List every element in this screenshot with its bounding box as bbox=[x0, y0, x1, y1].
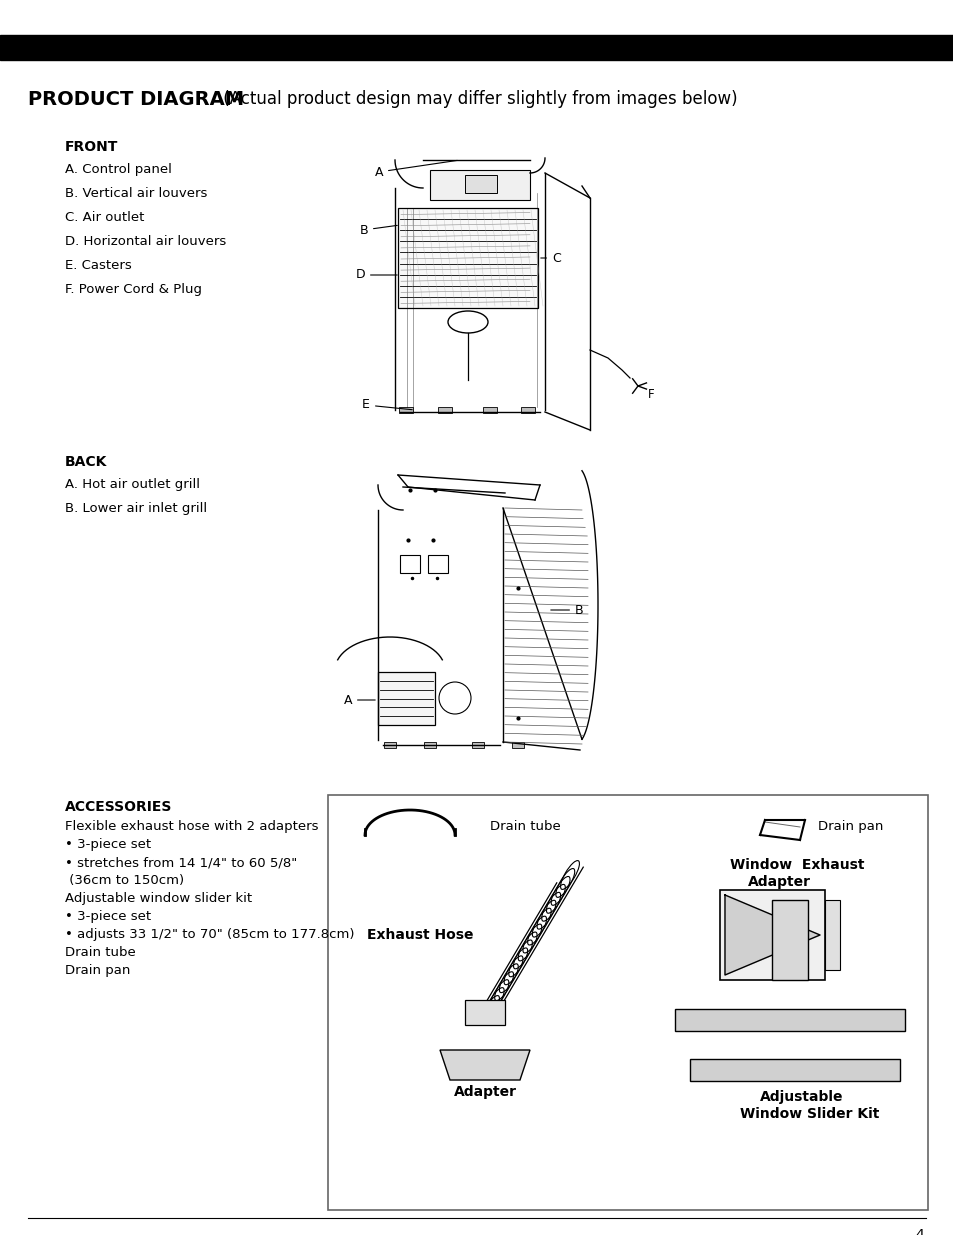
Text: C: C bbox=[540, 252, 560, 264]
Bar bbox=[399, 555, 419, 573]
Text: • 3-piece set: • 3-piece set bbox=[65, 910, 151, 923]
Bar bbox=[328, 795, 927, 1210]
Text: B. Lower air inlet grill: B. Lower air inlet grill bbox=[65, 501, 207, 515]
Text: 4: 4 bbox=[914, 1228, 923, 1235]
Bar bbox=[771, 900, 807, 981]
Text: E: E bbox=[362, 399, 412, 411]
Polygon shape bbox=[439, 1050, 530, 1079]
Text: Drain tube: Drain tube bbox=[490, 820, 560, 832]
Bar bbox=[397, 207, 537, 308]
Bar bbox=[520, 408, 535, 412]
Bar bbox=[464, 175, 497, 193]
Text: D. Horizontal air louvers: D. Horizontal air louvers bbox=[65, 235, 226, 248]
Text: BACK: BACK bbox=[65, 454, 108, 469]
Text: B: B bbox=[550, 604, 583, 616]
Bar bbox=[824, 900, 840, 969]
Text: Adjustable: Adjustable bbox=[760, 1091, 842, 1104]
Bar bbox=[377, 672, 435, 725]
Bar bbox=[689, 1058, 899, 1081]
Text: E. Casters: E. Casters bbox=[65, 259, 132, 272]
Bar bbox=[428, 555, 448, 573]
Text: ACCESSORIES: ACCESSORIES bbox=[65, 800, 172, 814]
Text: • stretches from 14 1/4" to 60 5/8": • stretches from 14 1/4" to 60 5/8" bbox=[65, 856, 297, 869]
Text: Drain pan: Drain pan bbox=[65, 965, 131, 977]
Text: Adapter: Adapter bbox=[453, 1086, 516, 1099]
Text: FRONT: FRONT bbox=[65, 140, 118, 154]
Text: F: F bbox=[647, 389, 654, 401]
Bar bbox=[464, 1000, 504, 1025]
Bar bbox=[720, 890, 824, 981]
Polygon shape bbox=[724, 895, 820, 974]
Bar bbox=[472, 742, 483, 748]
Text: Exhaust Hose: Exhaust Hose bbox=[367, 927, 473, 942]
Text: A. Control panel: A. Control panel bbox=[65, 163, 172, 177]
Bar bbox=[512, 742, 523, 748]
Text: B: B bbox=[359, 224, 396, 236]
Bar bbox=[423, 742, 436, 748]
Bar bbox=[482, 408, 497, 412]
Bar bbox=[0, 35, 953, 61]
Bar bbox=[675, 1009, 904, 1031]
Text: Window  Exhaust: Window Exhaust bbox=[729, 858, 863, 872]
Text: Adjustable window slider kit: Adjustable window slider kit bbox=[65, 892, 252, 905]
Text: Drain pan: Drain pan bbox=[817, 820, 882, 832]
Text: (36cm to 150cm): (36cm to 150cm) bbox=[65, 874, 184, 887]
Text: C. Air outlet: C. Air outlet bbox=[65, 211, 144, 224]
Text: D: D bbox=[355, 268, 396, 282]
Text: Flexible exhaust hose with 2 adapters: Flexible exhaust hose with 2 adapters bbox=[65, 820, 318, 832]
Bar bbox=[430, 170, 530, 200]
Text: A. Hot air outlet grill: A. Hot air outlet grill bbox=[65, 478, 200, 492]
Text: • adjusts 33 1/2" to 70" (85cm to 177.8cm): • adjusts 33 1/2" to 70" (85cm to 177.8c… bbox=[65, 927, 355, 941]
Text: • 3-piece set: • 3-piece set bbox=[65, 839, 151, 851]
Text: PRODUCT DIAGRAM: PRODUCT DIAGRAM bbox=[28, 90, 244, 109]
Text: (Actual product design may differ slightly from images below): (Actual product design may differ slight… bbox=[218, 90, 737, 107]
Text: F. Power Cord & Plug: F. Power Cord & Plug bbox=[65, 283, 202, 296]
Text: Window Slider Kit: Window Slider Kit bbox=[740, 1107, 879, 1121]
Text: A: A bbox=[343, 694, 375, 706]
Bar bbox=[437, 408, 452, 412]
Text: B. Vertical air louvers: B. Vertical air louvers bbox=[65, 186, 207, 200]
Bar bbox=[398, 408, 413, 412]
Text: Drain tube: Drain tube bbox=[65, 946, 135, 960]
Text: A: A bbox=[375, 161, 456, 179]
Text: Adapter: Adapter bbox=[747, 876, 810, 889]
Bar bbox=[384, 742, 395, 748]
